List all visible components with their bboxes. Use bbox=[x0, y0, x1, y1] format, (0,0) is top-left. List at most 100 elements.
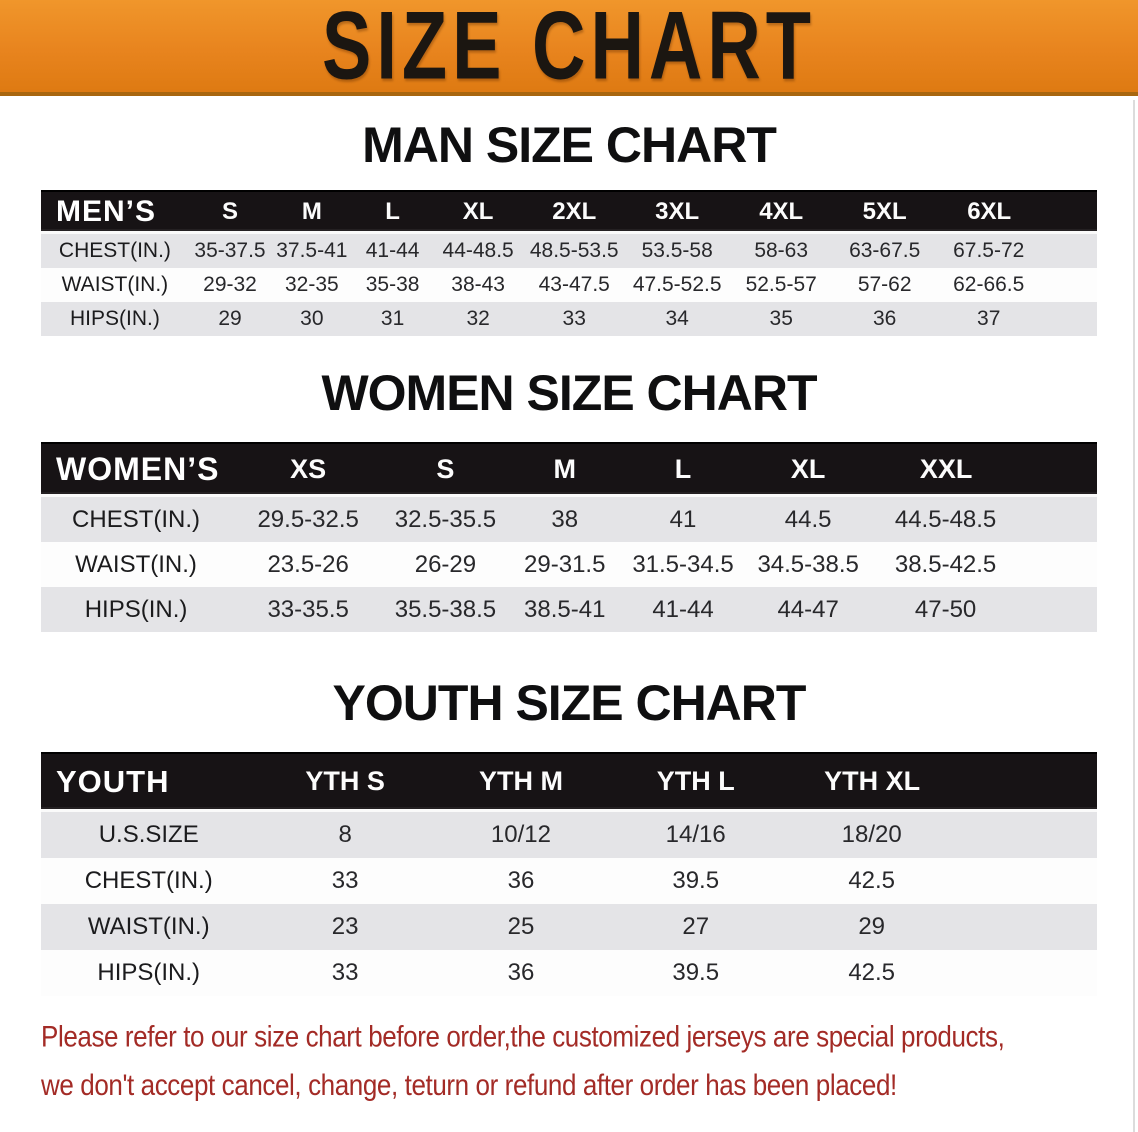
row-label: WAIST(IN.) bbox=[61, 273, 169, 296]
measurement-cell: 36 bbox=[507, 867, 535, 894]
measurement-cell: 37.5-41 bbox=[276, 239, 348, 262]
youth-table-row: HIPS(IN.) 33 36 39.5 42.5 bbox=[41, 950, 1097, 996]
measurement-cell: 23 bbox=[331, 913, 359, 940]
measurement-cell: 38-43 bbox=[451, 273, 505, 296]
measurement-cell: 57-62 bbox=[857, 273, 912, 296]
women-size-column-header-2: M bbox=[505, 442, 624, 497]
men-size-column-header-6: 4XL bbox=[729, 190, 833, 234]
men-size-table: MEN’S S M L XL 2XL 3XL 4XL 5XL 6XL CHEST(IN.) 35-37… bbox=[41, 190, 1097, 336]
measurement-cell: 37 bbox=[977, 307, 1001, 330]
men-header-row: MEN’S S M L XL 2XL 3XL 4XL 5XL 6XL bbox=[41, 190, 1097, 234]
measurement-cell: 33 bbox=[331, 867, 359, 894]
measurement-cell: 41 bbox=[669, 505, 697, 533]
section-title-youth: YOUTH SIZE CHART bbox=[332, 675, 807, 731]
section-youth: YOUTH SIZE CHART YOUTH YTH S YTH M YTH L YTH… bbox=[41, 678, 1097, 996]
measurement-cell: 63-67.5 bbox=[849, 239, 921, 262]
measurement-cell: 47-50 bbox=[914, 595, 977, 623]
women-size-column-header-5: XXL bbox=[874, 442, 1097, 497]
men-size-column-header-4: 2XL bbox=[523, 190, 625, 234]
measurement-cell: 35.5-38.5 bbox=[394, 595, 497, 623]
youth-size-column-header-1: YTH M bbox=[433, 752, 609, 812]
measurement-cell: 41-44 bbox=[365, 239, 420, 262]
section-title-women: WOMEN SIZE CHART bbox=[321, 365, 817, 421]
measurement-cell: 39.5 bbox=[672, 867, 720, 894]
measurement-cell: 67.5-72 bbox=[953, 239, 1025, 262]
measurement-cell: 44.5 bbox=[784, 505, 832, 533]
measurement-cell: 42.5 bbox=[848, 959, 896, 986]
measurement-cell: 29.5-32.5 bbox=[257, 505, 359, 533]
page-edge-line bbox=[1133, 100, 1135, 1132]
measurement-cell: 38.5-42.5 bbox=[894, 550, 997, 578]
row-label: HIPS(IN.) bbox=[97, 959, 201, 986]
youth-table-row: U.S.SIZE 8 10/12 14/16 18/20 bbox=[41, 812, 1097, 858]
measurement-cell: 43-47.5 bbox=[538, 273, 610, 296]
measurement-cell: 18/20 bbox=[841, 821, 902, 848]
measurement-cell: 38.5-41 bbox=[524, 595, 606, 623]
row-label: HIPS(IN.) bbox=[84, 595, 188, 623]
measurement-cell: 36 bbox=[873, 307, 897, 330]
measurement-cell: 36 bbox=[507, 959, 535, 986]
women-size-column-header-4: XL bbox=[742, 442, 875, 497]
measurement-cell: 33 bbox=[562, 307, 586, 330]
measurement-cell: 8 bbox=[338, 821, 352, 848]
men-size-table-slot: MEN’S S M L XL 2XL 3XL 4XL 5XL 6XL CHEST(IN.) 35-37… bbox=[41, 190, 1097, 336]
measurement-cell: 10/12 bbox=[490, 821, 551, 848]
women-size-column-header-3: L bbox=[623, 442, 743, 497]
measurement-cell: 32 bbox=[466, 307, 490, 330]
youth-table-row: CHEST(IN.) 33 36 39.5 42.5 bbox=[41, 858, 1097, 904]
measurement-cell: 41-44 bbox=[652, 595, 714, 623]
row-label: CHEST(IN.) bbox=[72, 505, 201, 533]
women-size-table: WOMEN’S XS S M L XL XXL CHEST(IN.) 29.5-32.5 32.5… bbox=[41, 442, 1097, 632]
youth-size-column-header-3: YTH XL bbox=[783, 752, 1097, 812]
measurement-cell: 38 bbox=[551, 505, 579, 533]
measurement-cell: 52.5-57 bbox=[745, 273, 817, 296]
youth-header-row: YOUTH YTH S YTH M YTH L YTH XL bbox=[41, 752, 1097, 812]
youth-size-table-slot: YOUTH YTH S YTH M YTH L YTH XL U.S.SIZE 8 10/12… bbox=[41, 752, 1097, 996]
section-men: MAN SIZE CHART MEN’S S M L XL 2XL 3XL 4XL 5XL 6XL… bbox=[41, 120, 1097, 336]
men-table-row: HIPS(IN.) 29 30 31 32 33 34 35 36 37 bbox=[41, 302, 1097, 336]
measurement-cell: 29-32 bbox=[203, 273, 257, 296]
measurement-cell: 30 bbox=[300, 307, 324, 330]
row-label: WAIST(IN.) bbox=[87, 913, 210, 940]
men-size-column-header-2: L bbox=[352, 190, 433, 234]
measurement-cell: 62-66.5 bbox=[953, 273, 1025, 296]
youth-size-table: YOUTH YTH S YTH M YTH L YTH XL U.S.SIZE 8 10/12… bbox=[41, 752, 1097, 996]
row-label: HIPS(IN.) bbox=[69, 307, 160, 330]
women-table-row: CHEST(IN.) 29.5-32.5 32.5-35.5 38 41 44.5 44.5… bbox=[41, 497, 1097, 542]
measurement-cell: 44-47 bbox=[777, 595, 839, 623]
measurement-cell: 33 bbox=[331, 959, 359, 986]
measurement-cell: 35-38 bbox=[365, 273, 420, 296]
measurement-cell: 33-35.5 bbox=[267, 595, 349, 623]
measurement-cell: 35 bbox=[769, 307, 793, 330]
measurement-cell: 31.5-34.5 bbox=[632, 550, 734, 578]
row-label: WAIST(IN.) bbox=[75, 550, 197, 578]
men-size-column-header-5: 3XL bbox=[624, 190, 730, 234]
footnote-line-2: we don't accept cancel, change, teturn o… bbox=[41, 1067, 897, 1102]
men-size-column-header-0: S bbox=[188, 190, 272, 234]
women-header-row: WOMEN’S XS S M L XL XXL bbox=[41, 442, 1097, 497]
men-size-column-header-3: XL bbox=[432, 190, 524, 234]
measurement-cell: 32-35 bbox=[284, 273, 339, 296]
measurement-cell: 23.5-26 bbox=[267, 550, 349, 578]
men-corner-label: MEN’S bbox=[41, 190, 189, 234]
banner: SIZE CHART bbox=[0, 0, 1138, 96]
section-women: WOMEN SIZE CHART WOMEN’S XS S M L XL XXL CHEST(… bbox=[41, 368, 1097, 632]
men-table-row: WAIST(IN.) 29-32 32-35 35-38 38-43 43-47.5 47.… bbox=[41, 268, 1097, 302]
measurement-cell: 42.5 bbox=[848, 867, 896, 894]
men-size-column-header-1: M bbox=[271, 190, 353, 234]
charts-area: MAN SIZE CHART MEN’S S M L XL 2XL 3XL 4XL 5XL 6XL… bbox=[0, 120, 1138, 1102]
women-table-row: WAIST(IN.) 23.5-26 26-29 29-31.5 31.5-34.5 34… bbox=[41, 542, 1097, 587]
measurement-cell: 29-31.5 bbox=[524, 550, 606, 578]
youth-corner-label: YOUTH bbox=[41, 752, 257, 812]
page-title: SIZE CHART bbox=[322, 0, 816, 100]
measurement-cell: 44.5-48.5 bbox=[894, 505, 997, 533]
row-label: U.S.SIZE bbox=[98, 821, 199, 848]
women-corner-label: WOMEN’S bbox=[41, 442, 232, 497]
measurement-cell: 34 bbox=[665, 307, 689, 330]
measurement-cell: 27 bbox=[682, 913, 710, 940]
measurement-cell: 25 bbox=[507, 913, 535, 940]
footnote-line-1: Please refer to our size chart before or… bbox=[41, 1018, 1005, 1054]
women-table-row: HIPS(IN.) 33-35.5 35.5-38.5 38.5-41 41-44 44-… bbox=[41, 587, 1097, 632]
men-size-column-header-7: 5XL bbox=[832, 190, 937, 234]
